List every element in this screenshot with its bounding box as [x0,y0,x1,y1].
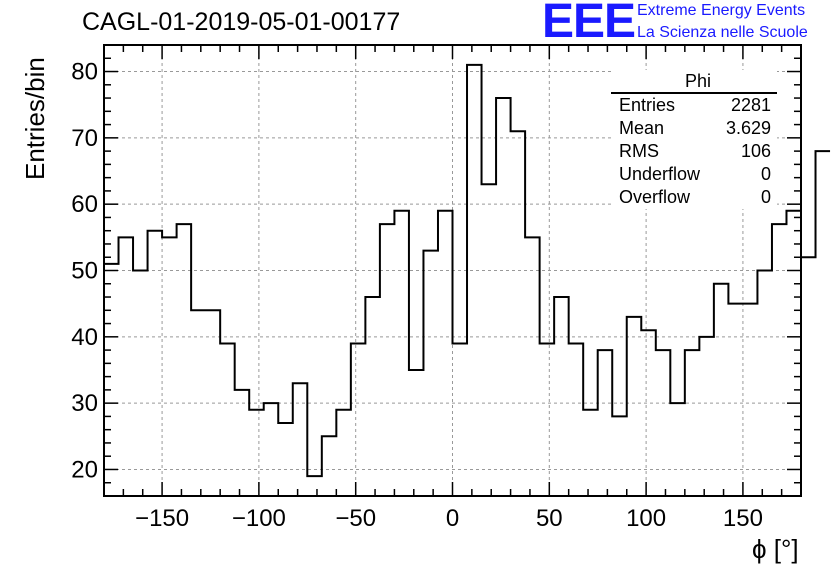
y-tick-label: 20 [71,456,98,483]
y-tick-label: 80 [71,59,98,86]
histogram-bin [104,264,119,496]
histogram-bin [670,403,685,496]
stats-box-title: Phi [611,70,777,94]
y-axis-label: Entries/bin [20,57,50,180]
histogram-bin [786,211,801,496]
histogram-bin [278,423,293,496]
histogram-bin [467,65,482,496]
stats-label: Mean [619,118,665,138]
histogram-bin [220,343,235,496]
eee-logo: EEE [542,0,636,48]
stats-row-mean: Mean 3.629 [611,117,777,140]
stats-row-underflow: Underflow 0 [611,163,777,186]
stats-label: Overflow [619,187,691,207]
histogram-bin [612,416,627,496]
histogram-bin [162,237,177,496]
histogram-bin [438,211,453,496]
histogram-bin [583,410,598,496]
y-tick-label: 60 [71,191,98,218]
stats-rows: Entries 2281 Mean 3.629 RMS 106 Underflow 0 Over… [611,94,777,209]
stats-label: RMS [619,141,659,161]
x-tick-label: 150 [723,505,763,532]
histogram-bin [249,410,264,496]
histogram-bin [801,257,816,496]
histogram-bin [685,350,700,496]
axis-ticks [103,44,802,497]
histogram-bin [641,330,656,496]
histogram-bin [569,343,584,496]
x-tick-label: 0 [446,505,459,532]
histogram-bars [104,63,831,497]
histogram-outline [104,63,831,478]
logo-text-line2: La Scienza nelle Scuole [637,24,808,41]
stats-box: Phi Entries 2281 Mean 3.629 RMS 106 Underflow 0… [611,70,777,209]
logo-text-line1: Extreme Energy Events [637,2,806,19]
histogram-bin [816,151,831,496]
x-tick-label: −50 [335,505,376,532]
histogram-bin [235,390,250,496]
stats-row-rms: RMS 106 [611,140,777,163]
histogram-bin [453,343,468,496]
histogram-bin [525,237,540,496]
y-tick-label: 70 [71,125,98,152]
stats-value: 0 [760,187,771,207]
stats-value: 0 [760,164,771,184]
stats-value: 3.629 [725,118,771,138]
histogram-bin [177,224,192,496]
x-tick-label: −150 [135,505,189,532]
histogram-bin [191,310,206,496]
histogram-bin [757,271,772,497]
histogram-bin [598,350,613,496]
histogram-bin [772,224,787,496]
stats-label: Underflow [619,164,701,184]
histogram-bin [482,184,497,496]
histogram-bin [380,224,395,496]
histogram-bin [496,98,511,496]
histogram-bin [133,271,148,497]
histogram-bin [336,410,351,496]
x-tick-label: 50 [536,505,563,532]
histogram-bin [714,284,729,496]
histogram-bin [743,304,758,496]
histogram-bin [351,343,366,496]
x-tick-label: 100 [626,505,666,532]
stats-row-entries: Entries 2281 [611,94,777,117]
y-tick-label: 50 [71,258,98,285]
chart-title: CAGL-01-2019-05-01-00177 [82,8,401,36]
stats-value: 2281 [730,95,771,115]
histogram-bin [409,370,424,496]
histogram-bin [540,343,555,496]
histogram-bin [307,476,322,496]
histogram-bin [264,403,279,496]
histogram-bin [423,251,438,496]
histogram-bin [511,131,526,496]
x-tick-label: −100 [232,505,286,532]
y-tick-label: 40 [71,324,98,351]
y-tick-label: 30 [71,390,98,417]
histogram-bin [394,211,409,496]
histogram-bin [728,304,743,496]
stats-row-overflow: Overflow 0 [611,186,777,209]
histogram-bin [699,337,714,496]
stats-label: Entries [619,95,676,115]
tick-labels: −150 −100 −50 0 50 100 150 20 30 40 50 60 70 80 [71,59,763,532]
histogram-bin [293,383,308,496]
stats-value: 106 [740,141,771,161]
histogram-bin [119,237,134,496]
histogram-bin [322,436,337,496]
histogram-bin [656,350,671,496]
histogram-bin [365,297,380,496]
histogram-bin [554,297,569,496]
x-axis-label: ϕ [°] [752,534,799,564]
